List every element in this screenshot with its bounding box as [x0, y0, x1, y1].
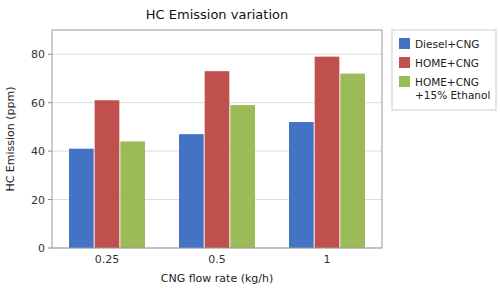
bars	[69, 57, 365, 248]
legend: Diesel+CNGHOME+CNGHOME+CNG+15% Ethanol	[392, 30, 496, 110]
bar	[69, 149, 94, 248]
y-tick-label: 40	[31, 145, 45, 158]
legend-box	[392, 30, 496, 110]
x-tick-label: 0.5	[208, 253, 226, 266]
legend-label: HOME+CNG	[415, 57, 479, 69]
bar	[179, 134, 204, 248]
y-tick	[48, 102, 52, 103]
y-tick	[48, 199, 52, 200]
grid-line	[52, 54, 382, 55]
x-tick-label: 1	[324, 253, 331, 266]
y-tick-label: 60	[31, 97, 45, 110]
title: HC Emission variation	[146, 7, 288, 22]
x-tick-label: 0.25	[95, 253, 120, 266]
legend-swatch	[399, 38, 410, 49]
plot-area	[52, 30, 382, 248]
bar	[205, 71, 230, 248]
y-tick	[48, 248, 52, 249]
y-axis-label: HC Emission (ppm)	[4, 86, 17, 191]
y-tick-label: 0	[38, 242, 45, 255]
legend-label-line: HOME+CNG	[415, 57, 479, 69]
y-tick	[48, 54, 52, 55]
bar	[315, 57, 340, 248]
bar	[230, 105, 255, 248]
y-tick	[48, 151, 52, 152]
legend-label: Diesel+CNG	[415, 38, 479, 50]
chart: 0 20 40 60 80 0.25 0.5 1 HC Emission variation CN…	[0, 0, 500, 292]
x-axis-label: CNG flow rate (kg/h)	[161, 272, 274, 285]
legend-label-line: Diesel+CNG	[415, 38, 479, 50]
legend-label-line: +15% Ethanol	[415, 89, 490, 101]
legend-label-line: HOME+CNG	[415, 76, 479, 88]
bar	[289, 122, 314, 248]
bar	[95, 100, 120, 248]
plot-frame	[52, 30, 382, 248]
bar	[340, 74, 365, 248]
bar	[120, 141, 145, 248]
y-tick-label: 20	[31, 194, 45, 207]
legend-swatch	[399, 57, 410, 68]
y-tick-label: 80	[31, 48, 45, 61]
legend-swatch	[399, 76, 410, 87]
legend-label: HOME+CNG+15% Ethanol	[415, 76, 490, 101]
